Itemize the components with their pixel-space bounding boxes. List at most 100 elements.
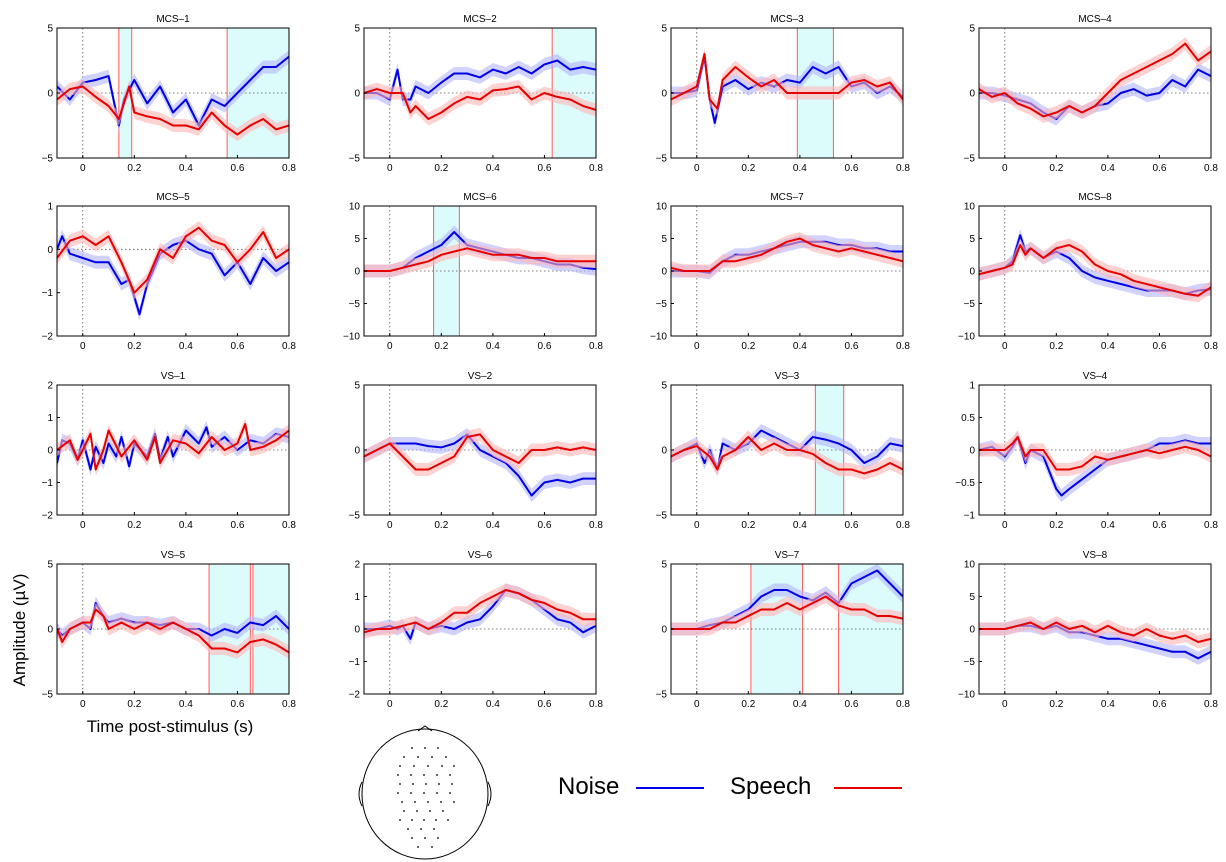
x-tick-label: 0.6 xyxy=(537,341,551,352)
y-tick-label: −10 xyxy=(650,332,667,343)
error-band-speech xyxy=(671,430,903,480)
x-tick-label: 0.6 xyxy=(1152,520,1166,531)
x-tick-label: 0.4 xyxy=(179,520,193,531)
electrode-dot xyxy=(423,792,425,794)
electrode-dot xyxy=(449,774,451,776)
data-point-noise xyxy=(556,479,558,481)
electrode-dot xyxy=(423,774,425,776)
data-point-speech xyxy=(427,628,429,630)
electrode-dot xyxy=(410,774,412,776)
data-point-noise xyxy=(172,244,174,246)
x-tick-label: 0.8 xyxy=(1204,163,1218,174)
data-point-speech xyxy=(389,628,391,630)
data-point-noise xyxy=(224,628,226,630)
data-point-speech xyxy=(262,118,264,120)
data-point-noise xyxy=(61,235,63,237)
data-point-noise xyxy=(120,283,122,285)
data-point-noise xyxy=(1019,234,1021,236)
x-tick-label: 0.8 xyxy=(1204,699,1218,710)
electrode-dot xyxy=(412,783,414,785)
data-point-speech xyxy=(440,254,442,256)
x-tick-label: 0.4 xyxy=(1101,163,1115,174)
data-point-speech xyxy=(1094,631,1096,633)
data-point-speech xyxy=(1042,115,1044,117)
data-point-speech xyxy=(376,270,378,272)
scalp-electrode-map xyxy=(358,725,492,860)
data-point-speech xyxy=(453,455,455,458)
data-point-speech xyxy=(89,433,92,435)
data-point-speech xyxy=(1158,452,1160,454)
data-point-speech xyxy=(722,260,724,262)
data-point-speech xyxy=(453,250,455,253)
x-tick-label: 0.2 xyxy=(1049,163,1063,174)
data-point-speech xyxy=(1158,286,1160,288)
data-point-speech xyxy=(734,621,737,624)
y-tick-label: 0 xyxy=(969,89,975,100)
data-point-speech xyxy=(211,647,213,650)
electrode-dot xyxy=(397,774,399,776)
y-tick-label: 0 xyxy=(47,245,53,256)
data-point-speech xyxy=(991,628,993,630)
data-point-speech xyxy=(275,644,277,646)
data-point-speech xyxy=(492,595,494,598)
data-point-noise xyxy=(236,92,238,94)
data-point-noise xyxy=(236,632,238,634)
y-tick-label: −1 xyxy=(42,288,54,299)
data-point-speech xyxy=(440,111,442,114)
chart-panel-13: VS–5 0 0.2 0.4 0.6 0.8 −5 0 5 xyxy=(42,550,297,710)
electrode-dot xyxy=(411,837,413,839)
data-point-speech xyxy=(77,459,79,461)
data-point-speech xyxy=(1171,53,1173,55)
x-tick-label: 0.8 xyxy=(1204,520,1218,531)
data-point-noise xyxy=(543,481,546,484)
data-point-speech xyxy=(1081,465,1083,467)
x-tick-label: 0.2 xyxy=(127,341,141,352)
data-point-speech xyxy=(850,468,853,471)
data-point-noise xyxy=(773,589,775,591)
data-point-speech xyxy=(376,449,378,451)
y-tick-label: −5 xyxy=(656,690,668,701)
data-point-speech xyxy=(262,638,264,641)
y-tick-label: 0 xyxy=(969,446,975,457)
x-tick-label: 0.4 xyxy=(793,341,807,352)
data-point-speech xyxy=(747,436,749,438)
chart-panel-11: VS–3 0 0.2 0.4 0.6 0.8 −5 0 5 xyxy=(656,371,911,531)
data-point-speech xyxy=(556,608,558,611)
data-point-speech xyxy=(569,260,571,262)
data-point-speech xyxy=(466,436,468,438)
data-point-noise xyxy=(799,82,801,84)
data-point-speech xyxy=(224,449,226,451)
data-point-noise xyxy=(427,250,429,253)
x-tick-label: 0.6 xyxy=(1152,699,1166,710)
data-point-speech xyxy=(108,429,110,432)
data-point-speech xyxy=(531,599,533,601)
data-point-speech xyxy=(543,449,546,451)
plot-frame xyxy=(56,205,290,337)
data-point-noise xyxy=(108,261,110,263)
y-tick-label: −10 xyxy=(343,332,360,343)
data-point-speech xyxy=(786,92,788,94)
data-point-speech xyxy=(211,436,213,438)
data-point-noise xyxy=(415,442,417,445)
x-tick-label: 0 xyxy=(1002,163,1008,174)
data-point-speech xyxy=(1184,293,1186,295)
data-point-speech xyxy=(582,618,584,620)
data-point-speech xyxy=(1107,459,1109,461)
data-point-noise xyxy=(889,582,891,585)
data-point-noise xyxy=(1184,651,1186,653)
data-point-speech xyxy=(518,254,520,256)
data-point-speech xyxy=(991,270,993,272)
x-tick-label: 0 xyxy=(387,163,393,174)
data-point-speech xyxy=(1184,634,1186,637)
y-tick-label: −2 xyxy=(42,511,54,522)
y-tick-label: −5 xyxy=(964,154,976,165)
data-point-noise xyxy=(262,66,264,68)
data-point-noise xyxy=(453,231,455,233)
data-point-speech xyxy=(249,449,251,451)
data-point-speech xyxy=(236,261,238,263)
electrode-dot xyxy=(431,846,433,848)
data-point-speech xyxy=(95,96,97,98)
error-band-speech xyxy=(57,603,289,659)
data-point-speech xyxy=(133,439,135,441)
error-band-speech xyxy=(57,221,289,300)
